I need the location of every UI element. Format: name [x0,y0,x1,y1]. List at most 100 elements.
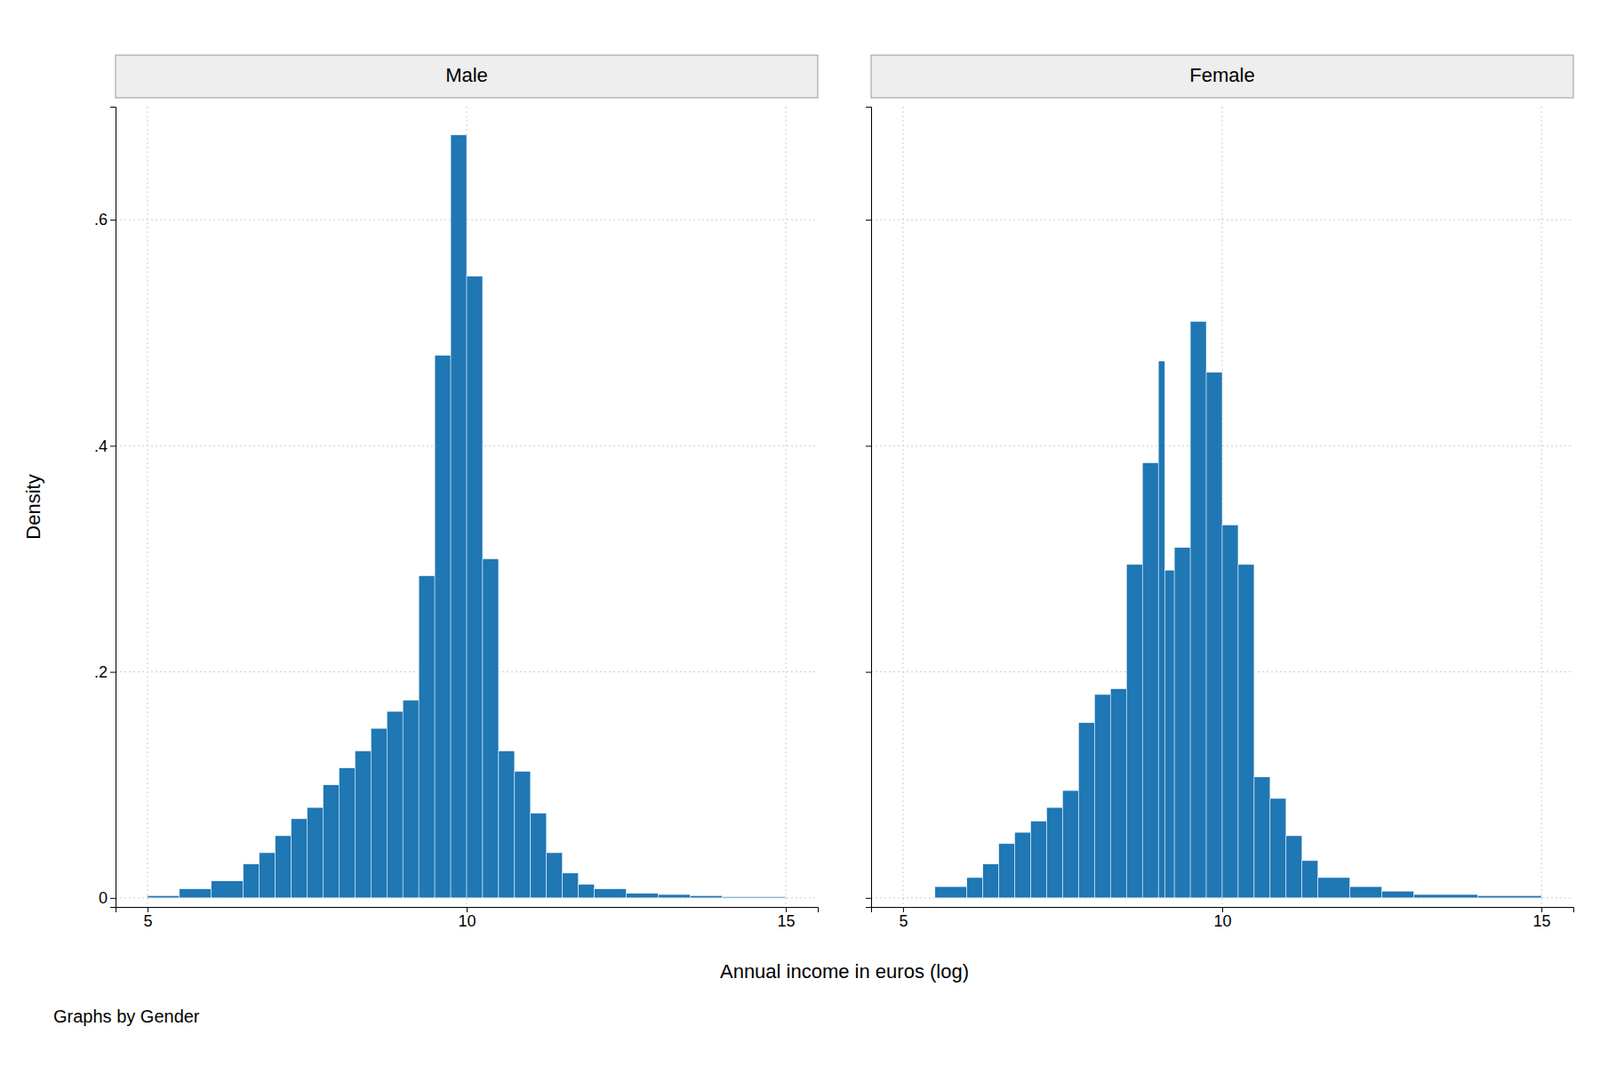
histogram-bar [402,699,419,897]
grid-line [1541,106,1543,907]
y-axis [865,107,872,908]
histogram-bar [466,276,483,898]
y-axis: 0 .2 .4 .6 [94,107,117,908]
histogram-bar [530,812,547,897]
histogram-bar [1047,807,1064,898]
histogram-bar [562,872,579,898]
panel-title: Male [445,64,488,87]
histogram-bar [657,894,690,898]
tick [865,445,872,447]
tick-mark [110,897,116,899]
tick-label: .2 [94,663,108,681]
histogram-bar [147,895,180,898]
tick-mark [110,672,116,673]
histogram-bar [338,768,355,898]
y-axis-title: Density [22,473,45,539]
histogram-bar [1078,722,1095,898]
histogram-bar [1318,877,1351,898]
histogram-bar [211,880,244,898]
tick: .6 [94,210,116,229]
histogram-bar [450,135,467,898]
histogram-bar [1541,896,1574,898]
grid-line [146,106,148,907]
histogram-bar [1062,790,1079,898]
tick [865,672,872,673]
histogram-bar [275,835,292,898]
histogram-bar [999,843,1016,898]
tick-label: 5 [143,912,152,930]
tick-label: 5 [898,912,908,930]
histogram-bar [259,852,276,898]
histogram-bar [1126,564,1143,898]
histogram-bar [386,711,403,898]
histogram-bar [291,818,308,898]
panel: 5 10 15 0 .2 .4 .6 Male [94,55,819,930]
grid [115,106,818,907]
histogram-bar [514,770,531,897]
histogram-bar [482,558,499,897]
histogram-bar [1174,547,1191,898]
histogram-bar [1015,832,1032,898]
tick: 10 [1213,906,1232,930]
tick-mark [865,219,872,221]
histogram-bar [1164,569,1175,898]
histogram-bar [546,852,563,898]
panel: 51015Female [865,55,1575,930]
histogram-bar [1270,798,1287,898]
histogram-bar [322,784,339,898]
histogram-bar [1190,321,1207,898]
tick-label: .4 [94,437,108,456]
tick: 0 [98,888,116,907]
tick: 5 [143,906,152,930]
grid-line [902,106,904,907]
histogram-bar [354,751,371,898]
tick-mark [865,897,872,899]
axis-line [865,107,872,908]
histogram-bar [1238,564,1255,898]
tick: .2 [94,663,116,681]
histogram-bar [179,888,212,898]
tick-label: 15 [1533,912,1552,930]
grid-line [785,106,787,907]
histogram-bar [689,895,722,898]
histogram-bar [243,864,260,898]
tick: 10 [457,906,476,930]
chart: 5 10 15 0 .2 .4 .6 Male Annual income in euros (… [0,0,1600,1067]
histogram-bar [115,896,148,898]
tick-label: 0 [98,888,108,907]
tick: 15 [1533,906,1552,930]
axis-line [110,107,117,908]
x-axis-title: Annual income in euros (log) [720,960,969,983]
tick: 15 [777,906,796,930]
histogram-bar [1031,820,1048,897]
histogram-bar [1254,776,1271,898]
histogram-bar [983,864,1000,898]
grid [871,106,1574,907]
histogram-bar [871,896,936,898]
tick-mark [110,219,116,221]
histogram-bar [306,807,323,898]
histogram-bar [578,884,595,898]
tick-label: 10 [457,912,476,930]
histogram-bar [594,888,627,898]
title-box [115,55,818,98]
histogram-bar [721,896,786,898]
histogram-bar [1350,886,1383,898]
histogram-bar [498,751,515,898]
histogram-bar [418,576,435,898]
tick-label: 15 [777,912,796,930]
histogram-bar [434,355,451,898]
title-box [871,55,1574,98]
histogram-bar [1206,372,1223,898]
histogram-bar [1094,694,1111,898]
tick [865,897,872,899]
tick: 5 [898,906,908,930]
tick-mark [110,445,116,447]
histogram-bar [1477,895,1542,898]
tick-mark [865,445,872,447]
histogram-bar [1302,860,1319,898]
histogram-bar [1110,688,1127,898]
tick-mark [865,672,872,673]
tick: .4 [94,437,116,456]
histogram-bar [785,896,818,898]
